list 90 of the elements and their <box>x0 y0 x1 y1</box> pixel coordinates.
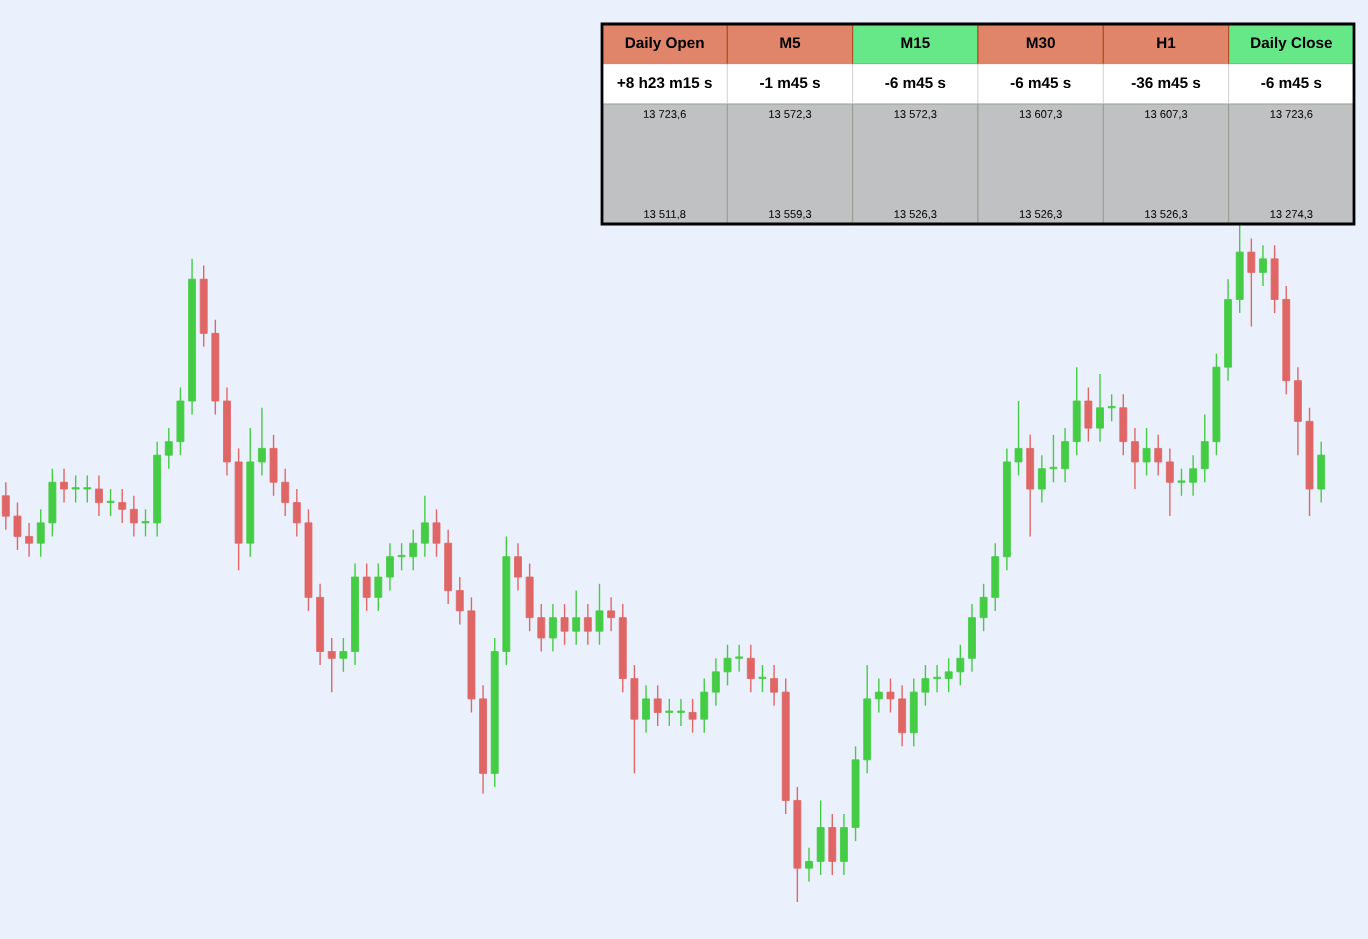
text: 13 572,3 <box>769 110 812 120</box>
text: -6 m45 s <box>1261 77 1322 89</box>
candlestick <box>560 603 569 646</box>
candlestick <box>595 583 604 646</box>
candlestick <box>653 684 662 727</box>
candlestick <box>1037 454 1046 504</box>
candlestick <box>1165 447 1174 517</box>
candlestick <box>874 677 883 714</box>
candlestick <box>677 698 685 727</box>
candlestick <box>118 488 127 524</box>
candlestick <box>455 576 464 626</box>
candlestick <box>933 664 941 693</box>
candlestick <box>409 528 418 571</box>
candlestick <box>805 847 813 883</box>
candlestick <box>944 657 953 693</box>
candlestick <box>83 474 92 504</box>
text: 13 723,6 <box>1270 110 1313 120</box>
candlestick <box>979 583 988 632</box>
candlestick <box>36 508 45 558</box>
candlestick <box>665 698 674 727</box>
candlestick <box>956 644 965 687</box>
text: +8 h23 m15 s <box>617 76 712 89</box>
candlestick <box>164 427 173 470</box>
candlestick <box>71 474 80 504</box>
candlestick <box>1189 454 1198 497</box>
text: 13 723,6 <box>643 110 686 120</box>
candlestick <box>921 664 930 707</box>
text: 13 526,3 <box>1019 210 1062 220</box>
candlestick <box>339 637 348 673</box>
candlestick <box>1177 468 1186 497</box>
category-label: M5 <box>780 37 801 49</box>
candlestick <box>141 508 150 538</box>
candlestick <box>746 644 755 693</box>
candlestick <box>397 542 406 571</box>
candlestick <box>1049 434 1058 483</box>
candlestick <box>95 474 103 517</box>
candlestick <box>549 603 557 653</box>
candlestick <box>711 657 720 707</box>
candlestick <box>886 677 895 714</box>
candlestick <box>60 468 68 504</box>
text: -6 m45 s <box>1010 77 1071 89</box>
candlestick <box>420 495 429 558</box>
candlestick <box>723 644 732 687</box>
text: 13 511,8 <box>644 210 686 220</box>
candlestick <box>1131 427 1139 490</box>
candlestick <box>13 501 22 551</box>
candlestick <box>362 562 371 612</box>
candlestick <box>758 664 767 693</box>
text: 13 526,3 <box>1145 210 1188 220</box>
text: -1 m45 s <box>760 77 820 89</box>
text: -36 m45 s <box>1131 77 1201 89</box>
candlestick <box>1096 373 1104 443</box>
text: 13 607,3 <box>1019 110 1062 120</box>
candlestick <box>374 562 383 612</box>
candlestick <box>537 603 546 653</box>
candlestick <box>688 698 697 734</box>
text: 13 274,3 <box>1270 210 1313 220</box>
text: 13 559,3 <box>769 210 812 220</box>
candlestick <box>386 542 394 592</box>
candlestick <box>1014 400 1023 477</box>
candlestick <box>281 468 290 517</box>
candlestick <box>583 603 592 646</box>
candlestick <box>25 522 34 558</box>
candlestick <box>327 637 336 693</box>
candlestick <box>106 488 115 517</box>
category-label: H1 <box>1157 37 1176 48</box>
candlestick <box>1259 244 1267 287</box>
candlestick <box>1107 393 1116 423</box>
text: 13 572,3 <box>894 110 937 120</box>
candlestick <box>1154 434 1163 477</box>
text: 13 607,3 <box>1145 110 1188 120</box>
category-label: Daily Open <box>625 36 704 52</box>
candlestick <box>735 644 744 673</box>
candlestick <box>129 495 138 538</box>
candlestick <box>1142 427 1151 477</box>
category-label: Daily Close <box>1251 36 1332 52</box>
candlestick <box>292 488 301 538</box>
candlestick <box>572 589 581 646</box>
candlestick <box>642 684 650 734</box>
text: -6 m45 s <box>885 77 946 89</box>
candlestick <box>258 407 266 477</box>
candlestick <box>607 596 616 632</box>
category-label: M30 <box>1026 37 1055 49</box>
category-label: M15 <box>901 37 930 49</box>
text: 13 526,3 <box>894 210 937 220</box>
candlestick <box>1247 237 1256 328</box>
candlestick <box>432 508 441 558</box>
candlestick <box>1 481 10 531</box>
candlestick <box>770 664 778 707</box>
candlestick <box>514 542 522 592</box>
